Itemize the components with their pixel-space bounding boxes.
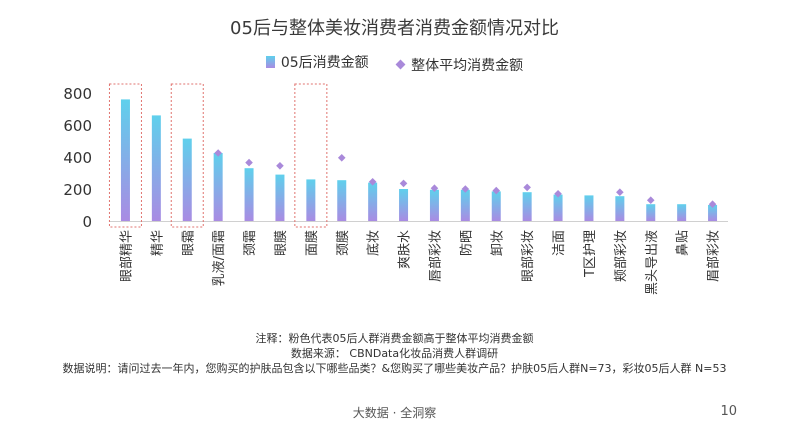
bar-3 — [182, 138, 192, 221]
legend-label-series2: 整体平均消费金额 — [411, 57, 524, 74]
y-tick-label: 0 — [82, 213, 92, 231]
y-tick-label: 600 — [63, 117, 92, 135]
note-source: 数据来源： CBNData化妆品消费人群调研 — [290, 347, 499, 360]
avg-marker-14 — [523, 183, 531, 192]
avg-marker-6 — [276, 162, 284, 170]
bar-19 — [677, 204, 687, 221]
avg-marker-5 — [245, 158, 253, 167]
bar-18 — [646, 204, 656, 221]
x-tick-label: 精华 — [150, 230, 165, 256]
avg-marker-8 — [337, 154, 346, 162]
footer-slogan: 大数据 · 全洞察 — [352, 406, 437, 420]
x-tick-label: T区护理 — [583, 230, 598, 278]
x-tick-label: 洁面 — [552, 230, 567, 256]
x-tick-label: 唇部彩妆 — [428, 230, 443, 282]
bar-6 — [275, 174, 285, 221]
x-tick-label: 乳液/面霜 — [212, 230, 227, 286]
bar-17 — [615, 196, 625, 221]
bar-14 — [522, 192, 532, 221]
bar-11 — [429, 189, 439, 221]
x-tick-label: 面膜 — [305, 230, 320, 256]
legend-item-series2: 整体平均消费金额 — [395, 55, 524, 75]
bar-1 — [120, 99, 130, 221]
bar-13 — [491, 191, 501, 221]
x-tick-label: 颊部彩妆 — [614, 230, 629, 282]
highlight-box — [294, 83, 328, 228]
x-tick-label: 防晒 — [458, 230, 474, 256]
legend-label-series1: 05后消费金额 — [280, 55, 369, 71]
chart-notes: 注释：粉色代表05后人群消费金额高于整体平均消费金额 数据来源： CBNData… — [0, 331, 789, 376]
note-annotation: 注释：粉色代表05后人群消费金额高于整体平均消费金额 — [255, 332, 534, 345]
avg-marker-10 — [399, 179, 408, 188]
x-tick-label: 颈霜 — [243, 230, 258, 256]
note-explanation: 数据说明：请问过去一年内，您购买的护肤品包含以下哪些品类？&您购买了哪些美妆产品… — [62, 362, 727, 375]
avg-marker-15 — [554, 190, 562, 198]
x-tick-label: 眼膜 — [274, 230, 289, 256]
bar-8 — [337, 180, 347, 221]
avg-marker-12 — [461, 185, 470, 193]
x-tick-label: 眉部彩妆 — [707, 230, 722, 282]
avg-marker-9 — [368, 178, 377, 186]
y-tick-label: 800 — [63, 85, 92, 103]
x-tick-label: 眼部精华 — [119, 230, 134, 282]
bar-10 — [399, 189, 409, 221]
x-tick-label: 底妆 — [366, 230, 382, 256]
x-tick-label: 爽肤水 — [398, 230, 413, 269]
legend-item-series1: 05后消费金额 — [265, 52, 369, 72]
bar-4 — [213, 153, 223, 221]
avg-marker-11 — [430, 184, 439, 192]
x-tick-label: 眼霜 — [181, 230, 196, 256]
avg-marker-18 — [646, 196, 655, 204]
chart-title: 05后与整体美妆消费者消费金额情况对比 — [230, 18, 559, 39]
bar-12 — [460, 189, 470, 221]
bar-2 — [151, 115, 161, 221]
highlight-box — [108, 83, 142, 228]
y-tick-label: 200 — [63, 181, 92, 199]
x-tick-label: 颈膜 — [336, 230, 351, 256]
avg-marker-13 — [492, 186, 501, 195]
x-tick-label: 卸妆 — [489, 230, 505, 256]
bar-20 — [708, 205, 718, 221]
bar-chart: 0 200 400 600 800 眼部精华 精华 眼霜 乳液/面霜 颈霜 眼膜 面膜 颈膜 底妆 爽肤水唇… — [63, 83, 728, 295]
highlight-box — [170, 83, 204, 228]
bar-9 — [368, 182, 378, 221]
avg-marker-17 — [616, 188, 624, 196]
legend-bar-swatch-icon — [265, 56, 275, 68]
avg-marker-20 — [708, 200, 717, 208]
bar-5 — [244, 168, 254, 221]
chart-legend: 05后消费金额 整体平均消费金额 — [0, 52, 789, 75]
x-tick-label: 眼部彩妆 — [521, 230, 536, 282]
bar-7 — [306, 179, 316, 221]
x-tick-label: 鼻贴 — [675, 230, 691, 256]
x-tick-label: 黑头导出液 — [645, 230, 660, 295]
bar-15 — [553, 194, 563, 221]
y-tick-label: 400 — [63, 149, 92, 167]
avg-marker-4 — [214, 149, 222, 157]
bar-16 — [584, 195, 594, 221]
page-number: 10 — [720, 404, 737, 419]
